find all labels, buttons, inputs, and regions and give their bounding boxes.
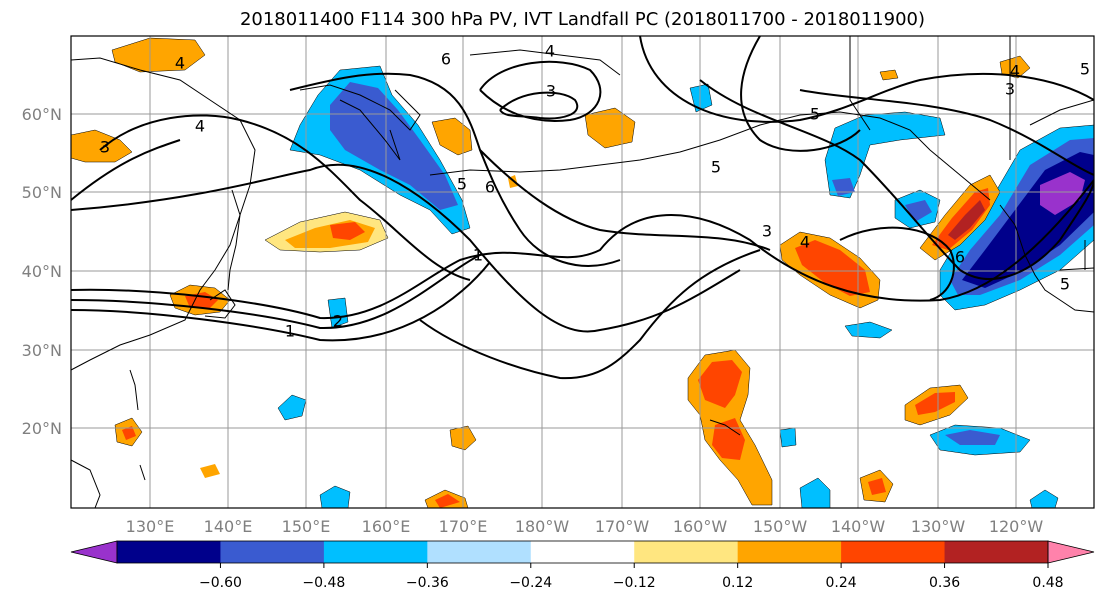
contour-label: 6 [441,50,451,69]
colorbar-segment [427,541,532,563]
latitude-label: 50°N [22,183,62,202]
contour-label: 3 [100,138,110,157]
latitude-labels: 60°N 50°N 40°N 30°N 20°N [22,105,62,438]
longitude-label: 160°E [362,517,411,536]
map-title: 2018011400 F114 300 hPa PV, IVT Landfall… [239,9,926,30]
contour-label: 5 [810,105,820,124]
map-frame [70,35,1095,509]
contour-label: 5 [1080,60,1090,79]
latitude-label: 20°N [22,419,62,438]
negative-blob-small-7 [844,321,893,339]
longitude-label: 140°E [204,517,253,536]
contour-label: 4 [545,42,555,61]
colorbar-tick-label: 0.48 [1032,575,1063,591]
contour-label: 1 [473,246,483,265]
longitude-label: 150°W [753,517,808,536]
negative-blob-small-4 [779,427,797,448]
longitude-label: 180°W [515,517,570,536]
longitude-label: 170°W [595,517,650,536]
contour-label: 3 [1005,80,1015,99]
contour-label: 4 [800,233,810,252]
colorbar-tick-labels: −0.60 −0.48 −0.36 −0.24 −0.12 0.12 0.24 0.36 0.4… [199,575,1064,591]
colorbar-tick-label: 0.24 [826,575,857,591]
colorbar-segment [530,541,635,563]
contour-lines [71,36,1094,380]
positive-blob-west [71,129,133,163]
longitude-labels: 130°E 140°E 150°E 160°E 170°E 180°W 170°W 160°W… [126,517,1044,536]
positive-blob-small-7 [999,55,1031,79]
contour-label: 4 [175,54,185,73]
colorbar-segment [841,541,946,563]
colorbar-segment [944,541,1049,563]
contour-label: 5 [711,158,721,177]
positive-blob-small-8 [879,69,899,81]
colorbar [70,540,1095,568]
coastlines [71,36,1094,508]
longitude-label: 130°E [126,517,175,536]
contour-label: 5 [1060,275,1070,294]
colorbar-extend-min [70,540,118,564]
contour-label: 3 [546,82,556,101]
contour-label: 2 [333,312,343,331]
longitude-label: 130°W [911,517,966,536]
positive-blob-small-1 [431,117,473,156]
contour-label: 4 [195,117,205,136]
longitude-label: 140°W [831,517,886,536]
contour-label: 5 [457,175,467,194]
latitude-label: 30°N [22,341,62,360]
map-grid [71,36,1094,508]
contour-label: 3 [762,222,772,241]
longitude-label: 160°W [673,517,728,536]
longitude-label: 170°E [439,517,488,536]
colorbar-segment [323,541,428,563]
negative-blob-small-3 [689,83,713,113]
negative-blob-small-5 [799,477,831,508]
colorbar-tick-label: −0.36 [406,575,449,591]
colorbar-tick-label: −0.12 [613,575,656,591]
negative-blob-small-8 [1029,489,1059,508]
colorbar-tick-label: 0.36 [929,575,960,591]
negative-blob-small-6 [319,485,351,508]
colorbar-tick-label: 0.12 [722,575,753,591]
longitude-label: 150°E [282,517,331,536]
colorbar-segment [220,541,325,563]
contour-label: 6 [955,248,965,267]
positive-blob-north [111,37,206,73]
colorbar-tick-label: −0.48 [302,575,345,591]
colorbar-extend-max [1047,540,1095,564]
latitude-label: 60°N [22,105,62,124]
latitude-label: 40°N [22,262,62,281]
negative-blob-small-1 [277,394,307,421]
colorbar-segment [117,541,221,563]
colorbar-segment [737,541,842,563]
colorbar-tick-label: −0.24 [509,575,552,591]
contour-label: 6 [485,178,495,197]
colorbar-segment [634,541,739,563]
contour-label: 1 [285,322,295,341]
colorbar-tick-label: −0.60 [199,575,242,591]
longitude-label: 120°W [989,517,1044,536]
contour-label: 4 [1010,62,1020,81]
